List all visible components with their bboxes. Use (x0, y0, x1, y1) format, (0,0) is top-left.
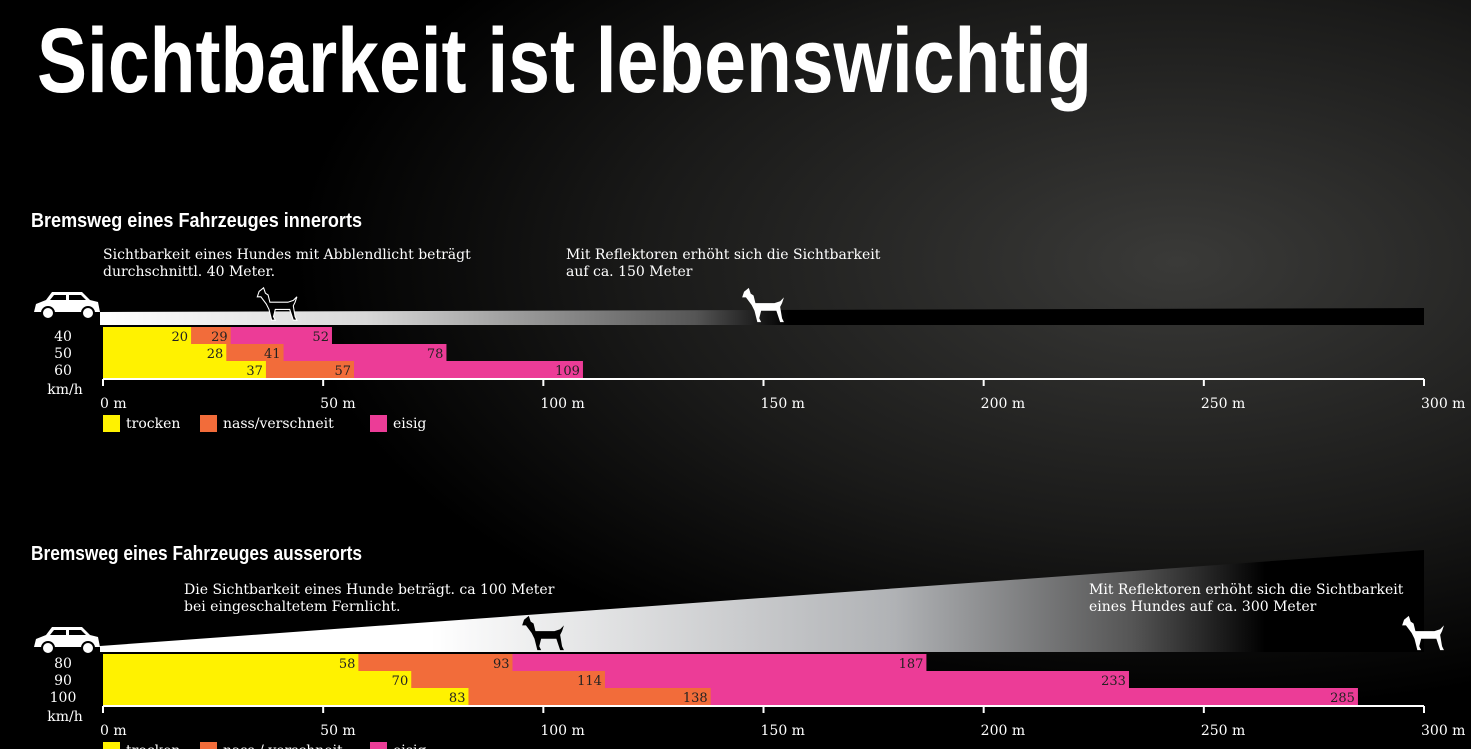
value-label: 233 (1101, 674, 1126, 689)
legend-swatch (200, 742, 217, 749)
category-label: 40 (54, 329, 72, 345)
annotation: Mit Reflektoren erhöht sich die Sichtbar… (1089, 582, 1404, 598)
annotation: eines Hundes auf ca. 300 Meter (1089, 599, 1317, 615)
x-tick-label: 150 m (761, 723, 805, 739)
legend-swatch (370, 415, 387, 432)
legend-label: nass / verschneit (223, 743, 343, 749)
category-label: 90 (54, 673, 72, 689)
x-tick-label: 250 m (1201, 723, 1245, 739)
bar (103, 361, 266, 378)
value-label: 187 (899, 657, 924, 672)
x-tick-label: 0 m (100, 723, 127, 739)
x-tick-label: 0 m (100, 396, 127, 412)
bar (103, 654, 359, 671)
legend-swatch (370, 742, 387, 749)
value-label: 57 (334, 364, 351, 379)
annotation: Mit Reflektoren erhöht sich die Sichtbar… (566, 247, 881, 263)
category-unit: km/h (47, 382, 83, 398)
category-label: 50 (54, 346, 72, 362)
chart-title: Bremsweg eines Fahrzeuges innerorts (31, 210, 362, 232)
x-tick-label: 200 m (981, 723, 1025, 739)
value-label: 138 (683, 691, 708, 706)
annotation: bei eingeschaltetem Fernlicht. (184, 599, 400, 615)
x-tick-label: 250 m (1201, 396, 1245, 412)
value-label: 93 (493, 657, 510, 672)
legend-swatch (103, 415, 120, 432)
value-label: 37 (246, 364, 263, 379)
value-label: 70 (392, 674, 409, 689)
category-unit: km/h (47, 709, 83, 725)
category-label: 60 (54, 363, 72, 379)
annotation: durchschnittl. 40 Meter. (103, 264, 275, 280)
page-title: Sichtbarkeit ist lebenswichtig (37, 10, 1092, 112)
legend-label: trocken (126, 743, 180, 749)
annotation: Die Sichtbarkeit eines Hunde beträgt. ca… (184, 582, 555, 598)
bar (103, 327, 192, 344)
bar (103, 688, 469, 705)
legend-swatch (103, 742, 120, 749)
value-label: 52 (312, 330, 329, 345)
bar (103, 344, 227, 361)
annotation: Sichtbarkeit eines Hundes mit Abblendlic… (103, 247, 471, 263)
value-label: 114 (577, 674, 602, 689)
x-tick-label: 200 m (981, 396, 1025, 412)
legend-label: eisig (393, 743, 426, 749)
light-beam (100, 550, 1424, 652)
x-tick-label: 300 m (1421, 396, 1465, 412)
value-label: 109 (555, 364, 580, 379)
legend-label: trocken (126, 416, 180, 432)
x-tick-label: 50 m (320, 723, 356, 739)
value-label: 58 (339, 657, 356, 672)
x-tick-label: 50 m (320, 396, 356, 412)
value-label: 28 (207, 347, 224, 362)
legend-swatch (200, 415, 217, 432)
light-beam (100, 308, 1424, 325)
x-tick-label: 150 m (761, 396, 805, 412)
x-tick-label: 300 m (1421, 723, 1465, 739)
value-label: 285 (1330, 691, 1355, 706)
legend-label: nass/verschneit (223, 416, 334, 432)
chart-title: Bremsweg eines Fahrzeuges ausserorts (31, 543, 362, 565)
value-label: 20 (172, 330, 189, 345)
bar (103, 671, 412, 688)
x-tick-label: 100 m (540, 723, 584, 739)
category-label: 100 (50, 690, 77, 706)
legend-label: eisig (393, 416, 426, 432)
value-label: 29 (211, 330, 228, 345)
x-tick-label: 100 m (540, 396, 584, 412)
annotation: auf ca. 150 Meter (566, 264, 693, 280)
value-label: 41 (264, 347, 281, 362)
value-label: 83 (449, 691, 466, 706)
category-label: 80 (54, 656, 72, 672)
value-label: 78 (427, 347, 444, 362)
